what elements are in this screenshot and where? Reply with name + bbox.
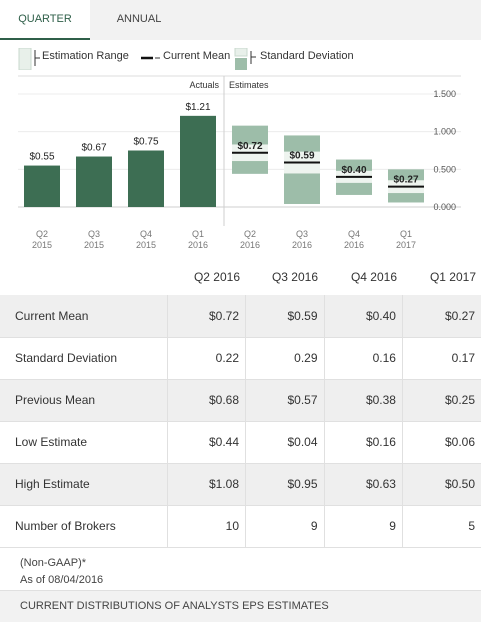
- row-label: Current Mean: [0, 295, 168, 338]
- legend-estimation-range: Estimation Range: [18, 47, 129, 71]
- actual-bar: [24, 165, 60, 207]
- estimates-section-label: Estimates: [229, 80, 269, 90]
- table-cell: $0.40: [324, 295, 403, 338]
- row-label: Low Estimate: [0, 421, 168, 464]
- table-cell: $0.95: [245, 463, 325, 506]
- x-tick-label: Q4: [348, 229, 360, 239]
- legend-standard-deviation: Standard Deviation: [234, 47, 354, 70]
- legend-label-mean: Current Mean: [163, 50, 231, 62]
- current-mean-swatch-icon: [141, 56, 160, 60]
- x-tick-label: Q3: [296, 229, 308, 239]
- table-cell: $0.25: [402, 379, 481, 422]
- table-row: Current Mean $0.72 $0.59 $0.40 $0.27: [0, 295, 481, 338]
- table-cell: 10: [167, 505, 247, 548]
- eps-chart: Actuals Estimates 1.500 1.000 0.500 0.000 $…: [18, 75, 461, 250]
- table-row: High Estimate $1.08 $0.95 $0.63 $0.50: [0, 463, 481, 506]
- as-of-date: As of 08/04/2016: [20, 574, 104, 586]
- table-cell: $0.38: [324, 379, 403, 422]
- table-cell: $0.44: [167, 421, 247, 464]
- table-cell: 0.22: [167, 337, 247, 380]
- table-row: Number of Brokers 10 9 9 5: [0, 505, 481, 548]
- tab-annual[interactable]: ANNUAL: [116, 13, 162, 25]
- table-cell: $0.68: [167, 379, 247, 422]
- col-header-q2-2016: Q2 2016: [193, 270, 240, 284]
- col-header-q3-2016: Q3 2016: [271, 270, 318, 284]
- x-tick-label: Q2: [36, 229, 48, 239]
- actual-value-label: $1.21: [185, 102, 210, 113]
- actual-value-label: $0.67: [81, 143, 106, 154]
- table-cell: 0.29: [245, 337, 325, 380]
- table-row: Standard Deviation 0.22 0.29 0.16 0.17: [0, 337, 481, 380]
- estimation-range-swatch-icon: [18, 47, 40, 71]
- row-label: High Estimate: [0, 463, 168, 506]
- y-tick-label: 0.500: [433, 164, 456, 174]
- actual-bar: [180, 115, 216, 207]
- estimate-mean-label: $0.27: [393, 175, 418, 186]
- x-tick-label: 2016: [188, 240, 208, 250]
- col-header-q1-2017: Q1 2017: [429, 270, 476, 284]
- table-cell: $0.06: [402, 421, 481, 464]
- row-label: Number of Brokers: [0, 505, 168, 548]
- table-cell: 9: [245, 505, 325, 548]
- table-cell: 0.16: [324, 337, 403, 380]
- estimate-mean-label: $0.72: [237, 141, 262, 152]
- x-tick-label: 2015: [136, 240, 156, 250]
- actual-bar: [128, 150, 164, 207]
- table-cell: $0.59: [245, 295, 325, 338]
- col-header-q4-2016: Q4 2016: [350, 270, 397, 284]
- estimate-mean-label: $0.40: [341, 165, 366, 176]
- standard-deviation-swatch-icon: [234, 47, 256, 70]
- table-cell: 9: [324, 505, 403, 548]
- legend-current-mean: Current Mean: [141, 48, 230, 70]
- x-tick-label: Q4: [140, 229, 152, 239]
- table-cell: 5: [402, 505, 481, 548]
- x-tick-label: 2016: [292, 240, 312, 250]
- x-tick-label: 2017: [396, 240, 416, 250]
- footer-title: CURRENT DISTRIBUTIONS OF ANALYSTS EPS ES…: [20, 600, 329, 612]
- table-cell: $0.57: [245, 379, 325, 422]
- row-label: Standard Deviation: [0, 337, 168, 380]
- table-cell: $0.27: [402, 295, 481, 338]
- estimates-table: Current Mean $0.72 $0.59 $0.40 $0.27 Sta…: [0, 295, 481, 548]
- x-tick-label: 2015: [84, 240, 104, 250]
- non-gaap-note: (Non-GAAP)*: [20, 557, 87, 569]
- legend-label-range: Estimation Range: [42, 50, 129, 62]
- actual-value-label: $0.75: [133, 137, 158, 148]
- x-tick-label: 2016: [344, 240, 364, 250]
- table-cell: $0.04: [245, 421, 325, 464]
- tab-quarter[interactable]: QUARTER: [0, 0, 90, 40]
- table-row: Low Estimate $0.44 $0.04 $0.16 $0.06: [0, 421, 481, 464]
- table-cell: $0.50: [402, 463, 481, 506]
- x-tick-label: Q1: [400, 229, 412, 239]
- table-cell: $0.16: [324, 421, 403, 464]
- estimate-mean-label: $0.59: [289, 151, 314, 162]
- y-tick-label: 0.000: [433, 202, 456, 212]
- table-cell: 0.17: [402, 337, 481, 380]
- actual-value-label: $0.55: [29, 152, 54, 163]
- legend-label-std: Standard Deviation: [260, 50, 354, 62]
- actual-bar: [76, 156, 112, 207]
- y-tick-label: 1.500: [433, 89, 456, 99]
- y-tick-label: 1.000: [433, 127, 456, 137]
- x-tick-label: Q2: [244, 229, 256, 239]
- table-row: Previous Mean $0.68 $0.57 $0.38 $0.25: [0, 379, 481, 422]
- footer-bar[interactable]: CURRENT DISTRIBUTIONS OF ANALYSTS EPS ES…: [0, 590, 481, 622]
- x-tick-label: 2016: [240, 240, 260, 250]
- table-cell: $0.63: [324, 463, 403, 506]
- tab-bar: QUARTER ANNUAL: [0, 0, 481, 40]
- table-cell: $1.08: [167, 463, 247, 506]
- x-tick-label: 2015: [32, 240, 52, 250]
- x-tick-label: Q3: [88, 229, 100, 239]
- actuals-section-label: Actuals: [189, 80, 219, 90]
- table-cell: $0.72: [167, 295, 247, 338]
- x-tick-label: Q1: [192, 229, 204, 239]
- row-label: Previous Mean: [0, 379, 168, 422]
